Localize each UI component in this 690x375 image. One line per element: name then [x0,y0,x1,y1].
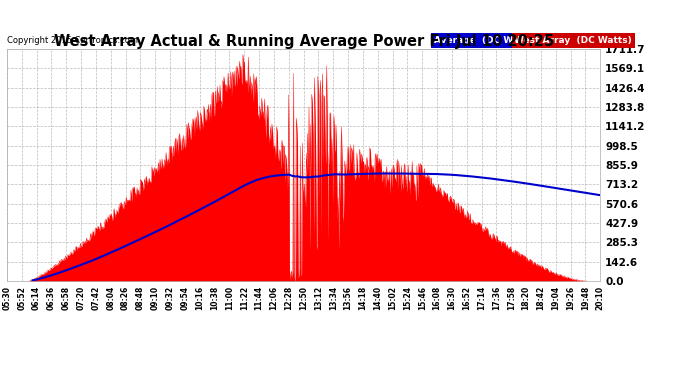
Text: Copyright 2015 Cartronics.com: Copyright 2015 Cartronics.com [7,36,138,45]
Title: West Array Actual & Running Average Power Fri Jul 10 20:25: West Array Actual & Running Average Powe… [54,34,553,49]
Text: West Array  (DC Watts): West Array (DC Watts) [514,36,632,45]
Text: Average  (DC Watts): Average (DC Watts) [434,36,538,45]
